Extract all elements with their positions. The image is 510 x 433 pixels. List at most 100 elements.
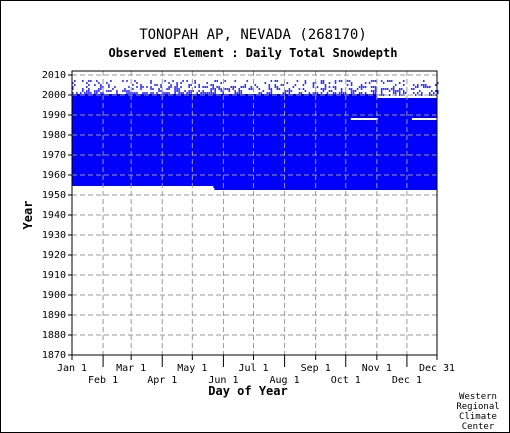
data-point [402, 92, 405, 94]
data-point [286, 90, 289, 92]
data-point [374, 88, 377, 90]
data-point [286, 94, 289, 96]
data-point [188, 90, 190, 92]
data-point [204, 86, 206, 88]
data-point [364, 86, 367, 88]
data-point [274, 86, 277, 88]
data-point [302, 84, 305, 86]
data-point [228, 88, 231, 90]
data-point [374, 80, 377, 82]
x-tick-label: Aug 1 [270, 375, 300, 386]
data-point [98, 88, 100, 90]
data-point [332, 86, 335, 88]
data-point [340, 92, 343, 94]
data-point [266, 92, 269, 94]
data-point [106, 90, 108, 92]
y-tick-label: 1930 [42, 230, 66, 241]
data-point [324, 84, 327, 86]
data-point [268, 88, 271, 90]
data-point [160, 84, 162, 86]
data-point [142, 86, 144, 88]
data-point [394, 92, 397, 94]
data-point [348, 94, 351, 96]
data-point [388, 90, 391, 92]
data-point [254, 84, 257, 86]
data-point [98, 82, 100, 84]
data-point [348, 80, 351, 82]
data-point [372, 94, 375, 96]
data-point [420, 84, 423, 86]
data-point [226, 88, 229, 90]
data-point [276, 88, 279, 90]
data-point [434, 84, 437, 86]
data-point [106, 82, 108, 84]
data-point [368, 82, 371, 84]
x-tick-label: Dec 1 [392, 375, 422, 386]
data-point [178, 92, 180, 94]
data-point [312, 92, 315, 94]
data-point [212, 88, 214, 90]
data-point [312, 84, 315, 86]
data-point [328, 90, 331, 92]
data-point [428, 86, 431, 88]
data-point [168, 86, 170, 88]
data-point [216, 80, 218, 82]
data-point [98, 90, 100, 92]
data-point [190, 92, 192, 94]
y-tick-label: 1980 [42, 130, 66, 141]
data-point [76, 92, 78, 94]
data-point [328, 82, 331, 84]
data-point [370, 86, 373, 88]
data-point [184, 90, 186, 92]
data-point [380, 92, 383, 94]
data-point [222, 92, 225, 94]
data-point [168, 82, 170, 84]
data-point [316, 94, 319, 96]
data-point [270, 80, 273, 82]
data-point [206, 82, 208, 84]
data-point [90, 92, 92, 94]
data-point [238, 88, 241, 90]
data-point [128, 86, 130, 88]
x-tick-label: Apr 1 [147, 375, 177, 386]
data-point [324, 88, 327, 90]
data-point [174, 86, 176, 88]
data-point [198, 86, 200, 88]
data-point [382, 88, 385, 90]
data-point [332, 92, 335, 94]
data-point [168, 92, 170, 94]
data-point [332, 94, 335, 96]
data-point [224, 88, 227, 90]
data-point [236, 92, 239, 94]
data-point [434, 90, 437, 92]
data-point [74, 80, 76, 82]
data-point [100, 84, 102, 86]
data-point [324, 86, 327, 88]
data-point [78, 94, 80, 96]
y-tick-label: 1890 [42, 310, 66, 321]
y-tick-label: 2000 [42, 90, 66, 101]
data-point [352, 90, 355, 92]
data-point [82, 88, 84, 90]
data-point [392, 92, 395, 94]
data-point [264, 82, 267, 84]
data-point [210, 84, 212, 86]
data-point [316, 92, 319, 94]
data-point [330, 90, 333, 92]
data-point [164, 80, 166, 82]
data-block-1 [72, 94, 377, 188]
y-tick-label: 1940 [42, 210, 66, 221]
data-point [164, 94, 166, 96]
data-point [130, 92, 132, 94]
data-point [316, 86, 319, 88]
data-point [320, 88, 323, 90]
data-point [114, 86, 116, 88]
data-point [186, 80, 188, 82]
data-point [124, 88, 126, 90]
data-point [412, 84, 415, 86]
x-tick-label: Oct 1 [331, 375, 361, 386]
data-point [152, 88, 154, 90]
data-point [214, 92, 216, 94]
data-point [112, 88, 114, 90]
data-point [214, 80, 216, 82]
